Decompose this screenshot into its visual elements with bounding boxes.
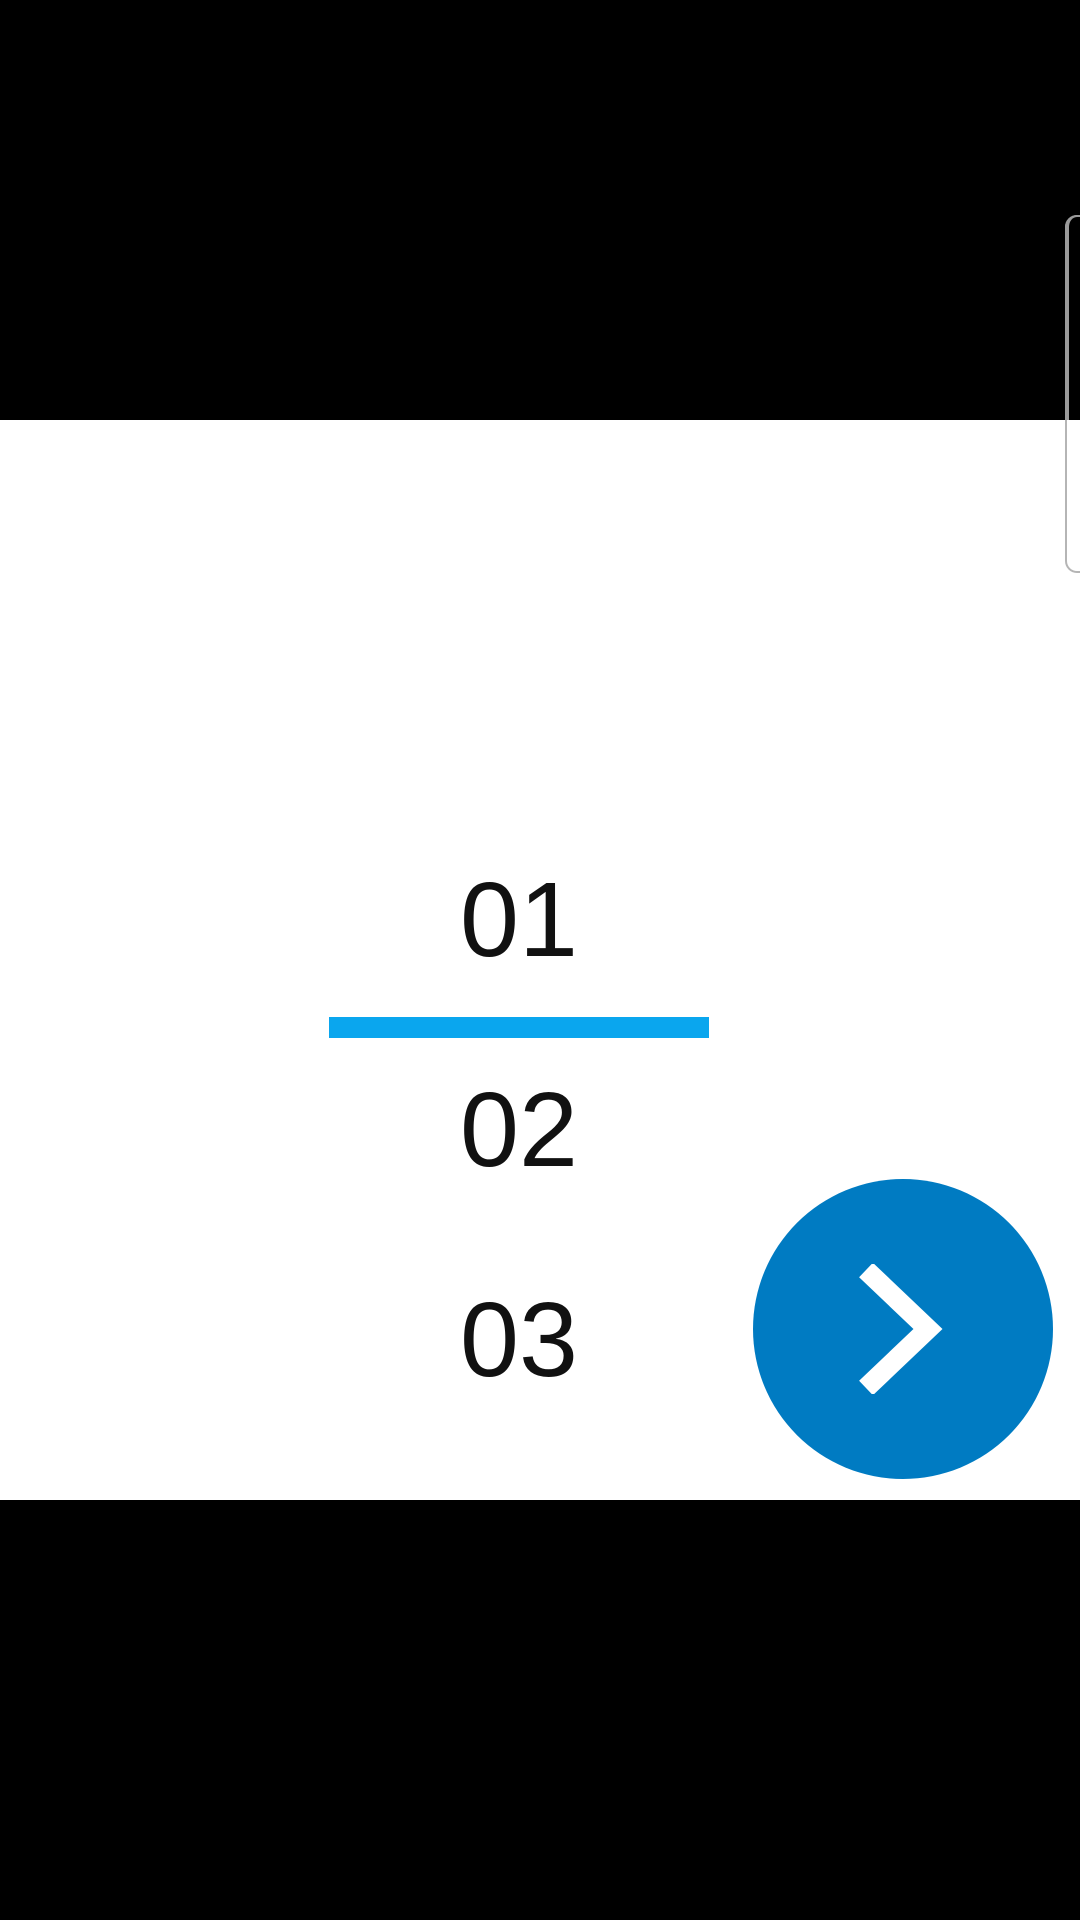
- picker-item-selected[interactable]: 01: [460, 861, 578, 979]
- next-button[interactable]: [753, 1179, 1053, 1479]
- bottom-letterbox: [0, 1500, 1080, 1920]
- selection-indicator: [329, 1017, 709, 1038]
- top-letterbox: [0, 0, 1080, 420]
- picker-item[interactable]: 03: [460, 1281, 578, 1399]
- picker-item[interactable]: 02: [460, 1071, 578, 1189]
- chevron-right-icon: [859, 1264, 943, 1394]
- number-picker[interactable]: 01 02 03: [329, 420, 709, 1500]
- edge-panel-handle-top: [1065, 215, 1080, 420]
